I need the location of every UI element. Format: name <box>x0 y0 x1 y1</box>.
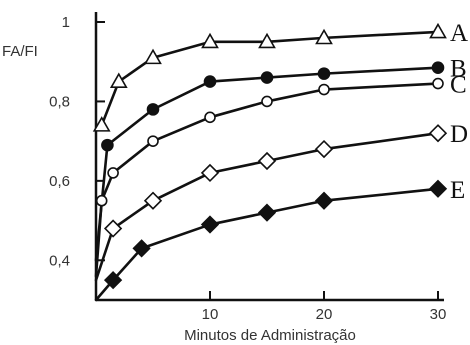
triangle-marker <box>315 28 333 45</box>
open-diamond-marker <box>143 191 163 210</box>
filled-circle-marker <box>203 75 217 88</box>
open-circle-marker <box>95 194 108 207</box>
filled-diamond-marker <box>257 203 277 222</box>
filled-circle-marker <box>101 138 114 152</box>
open-circle-marker <box>318 83 330 96</box>
filled-circle-marker <box>146 103 160 116</box>
series-markers <box>92 22 448 290</box>
open-circle-marker <box>147 135 159 147</box>
x-tick-label: 10 <box>202 306 219 323</box>
x-axis-title: Minutos de Administração <box>184 327 356 344</box>
series-label-D: D <box>450 121 468 148</box>
triangle-marker <box>144 48 162 65</box>
y-tick-label: 1 <box>62 14 70 31</box>
triangle-marker <box>109 72 128 88</box>
triangle-marker <box>258 32 276 49</box>
filled-diamond-marker <box>103 271 123 290</box>
filled-diamond-marker <box>132 239 151 258</box>
series-label-A: A <box>450 20 468 47</box>
series-label-E: E <box>450 177 465 204</box>
filled-circle-marker <box>431 61 445 74</box>
triangle-marker <box>201 32 219 49</box>
series-label-C: C <box>450 72 467 99</box>
y-tick-label: 0,6 <box>49 173 70 190</box>
open-diamond-marker <box>257 151 277 171</box>
filled-diamond-marker <box>200 215 220 234</box>
x-tick-label: 30 <box>430 306 447 323</box>
open-diamond-marker <box>314 139 334 159</box>
open-diamond-marker <box>103 219 123 238</box>
open-circle-marker <box>107 167 119 179</box>
tick-labels: 0,4 0,6 0,8 1 10 20 30 <box>49 14 446 323</box>
open-circle-marker <box>204 111 216 124</box>
y-tick-label: 0,8 <box>49 93 70 110</box>
open-circle-marker <box>261 95 273 108</box>
open-circle-marker <box>432 77 444 90</box>
triangle-marker <box>92 116 111 132</box>
filled-circle-marker <box>317 67 331 80</box>
filled-diamond-marker <box>314 191 334 210</box>
open-diamond-marker <box>200 163 220 183</box>
y-tick-label: 0,4 <box>49 252 70 269</box>
y-axis-title: FA/FI <box>2 43 38 60</box>
filled-diamond-marker <box>428 179 448 198</box>
triangle-marker <box>429 22 447 39</box>
series-label-B: B <box>450 56 467 83</box>
filled-circle-marker <box>260 71 274 84</box>
open-diamond-marker <box>428 124 448 143</box>
x-tick-label: 20 <box>316 306 333 323</box>
